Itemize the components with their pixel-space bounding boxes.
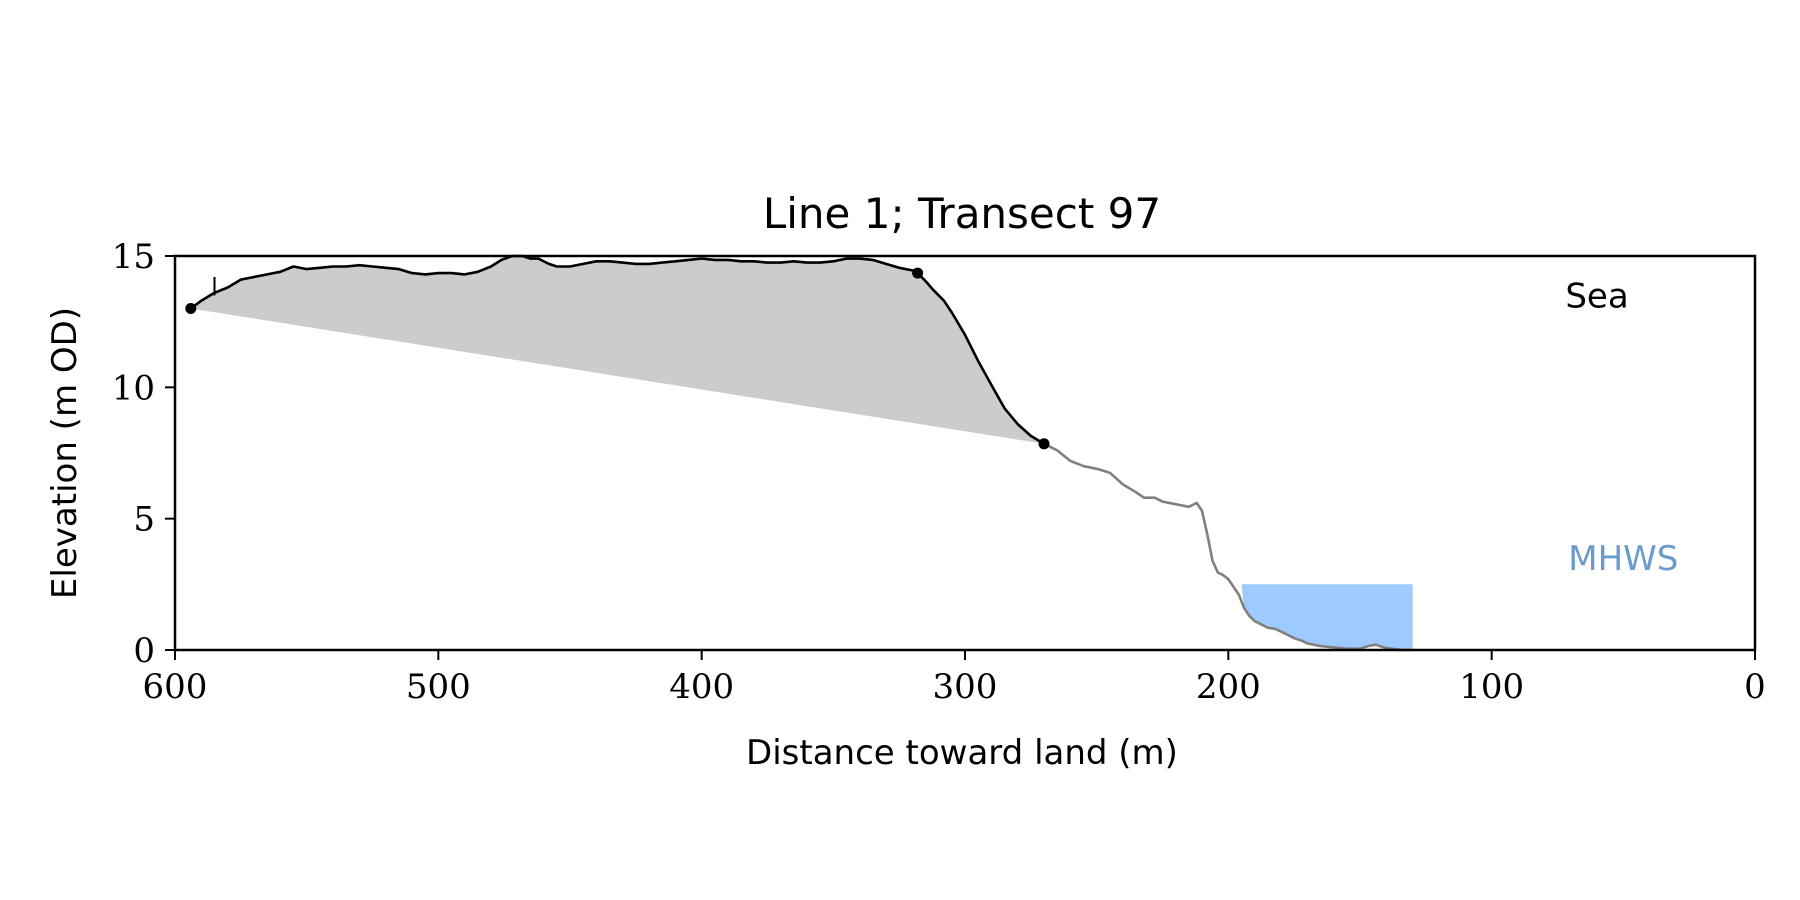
plot-fills [190, 256, 1413, 650]
chart-title: Line 1; Transect 97 [763, 189, 1161, 238]
y-tick-label-5: 5 [133, 500, 155, 540]
x-axis-label: Distance toward land (m) [746, 733, 1178, 773]
y-axis-label: Elevation (m OD) [45, 307, 85, 599]
water-fill [1241, 584, 1413, 650]
cross-section-fill [190, 256, 1045, 444]
x-tick-label-600: 600 [143, 667, 208, 707]
x-axis: 600 500 400 300 200 100 0 [143, 650, 1766, 707]
y-axis: 0 5 10 15 [112, 237, 175, 671]
x-tick-label-300: 300 [933, 667, 998, 707]
y-tick-label-15: 15 [112, 237, 155, 277]
annotations: Sea MHWS [1565, 276, 1678, 579]
profile-point-3 [1038, 438, 1050, 450]
profile-point-1 [185, 303, 197, 315]
y-tick-label-10: 10 [112, 368, 155, 408]
annotation-sea: Sea [1565, 276, 1628, 316]
x-tick-label-500: 500 [406, 667, 471, 707]
profile-cliff-line [916, 272, 1045, 445]
annotation-mhws: MHWS [1568, 539, 1678, 579]
x-tick-label-400: 400 [669, 667, 734, 707]
profile-lower-line [1043, 442, 1413, 652]
x-tick-label-100: 100 [1459, 667, 1524, 707]
x-tick-label-0: 0 [1744, 667, 1766, 707]
x-tick-label-200: 200 [1196, 667, 1261, 707]
plot-lines [190, 254, 1413, 652]
profile-upper-line [190, 254, 919, 310]
profile-point-2 [912, 267, 924, 279]
y-tick-label-0: 0 [133, 631, 155, 671]
plot-points [185, 267, 1050, 450]
